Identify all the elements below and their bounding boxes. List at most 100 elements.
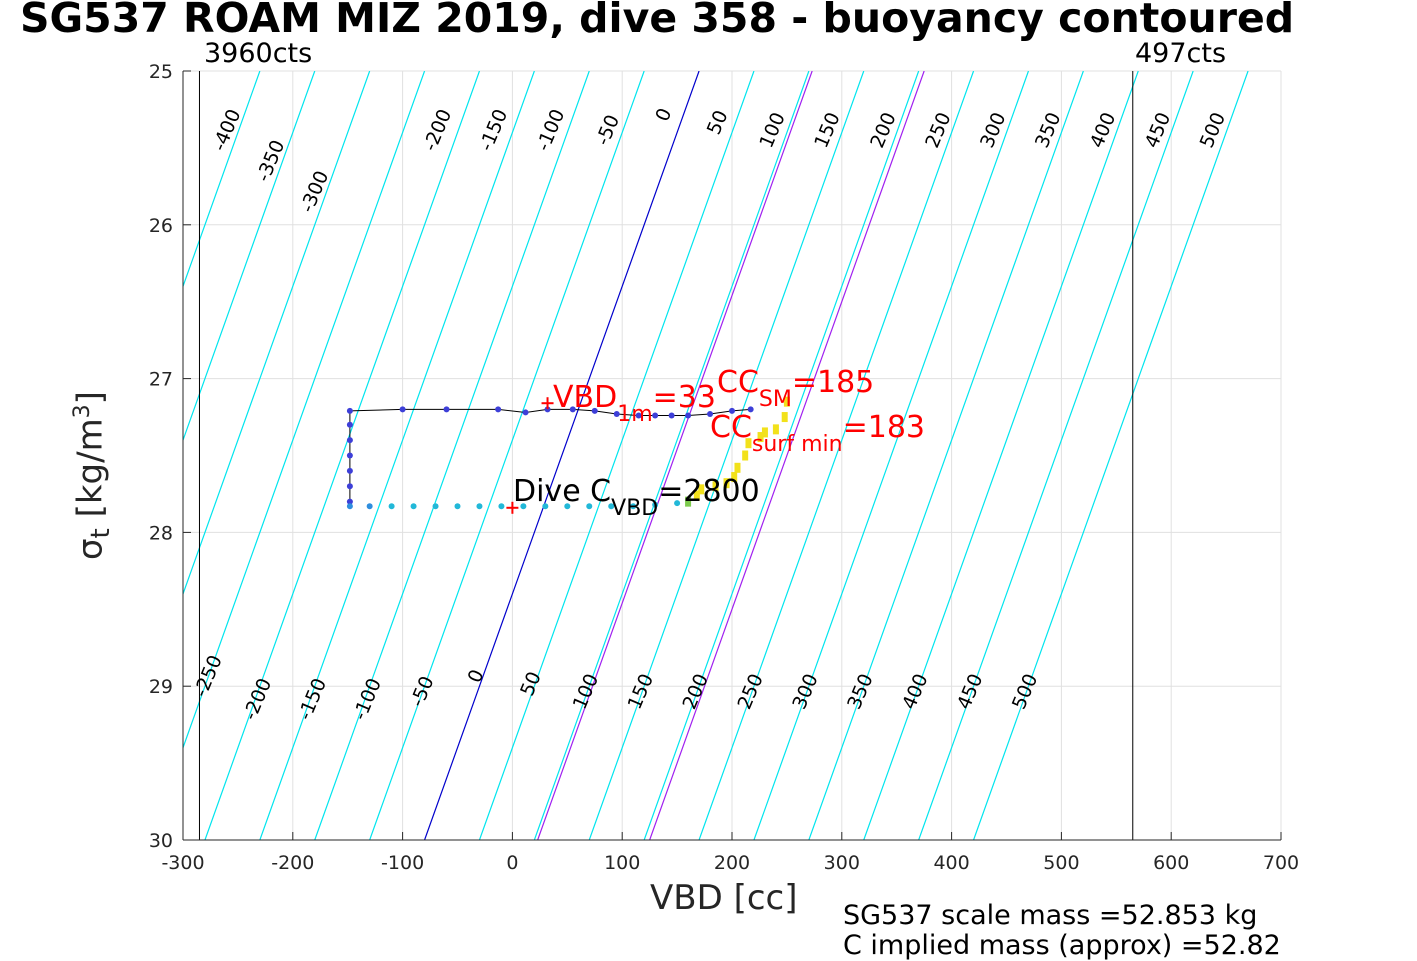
contour-line <box>183 71 316 442</box>
contour-line <box>808 71 1084 840</box>
contour-label-top: -300 <box>296 168 333 216</box>
climb-point <box>410 503 417 510</box>
dive-point <box>544 406 551 413</box>
contour-label-top: 350 <box>1031 109 1065 151</box>
contour-label-bottom: -150 <box>294 675 331 723</box>
x-tick-label: -300 <box>161 852 204 874</box>
dive-point <box>346 467 353 474</box>
contour-line <box>478 71 755 840</box>
contour-label-top: 500 <box>1196 109 1230 151</box>
x-tick-label: 600 <box>1153 852 1189 874</box>
contour-line <box>183 71 261 289</box>
axes: -300 -200 -100 0 100 200 300 400 500 600 700252627… <box>149 61 1299 874</box>
climb-point <box>564 503 571 510</box>
contour-label-top: 0 <box>651 105 676 125</box>
surface-point <box>761 427 768 438</box>
contour-label-bottom: 350 <box>843 671 877 713</box>
annotation-vbd-1m: VBD1m=33 <box>553 380 716 427</box>
dive-point <box>747 406 754 413</box>
climb-point <box>366 503 373 510</box>
buoyancy-contours <box>183 71 1249 840</box>
count-limit-right-label: 497cts <box>1135 38 1227 69</box>
contour-label-top: -50 <box>592 112 624 149</box>
climb-point <box>586 503 593 510</box>
contour-label-top: 50 <box>703 107 733 138</box>
climb-point <box>520 503 527 510</box>
surface-point <box>757 432 764 443</box>
contour-line <box>918 71 1194 840</box>
contour-label-bottom: -200 <box>239 675 276 723</box>
y-axis-label: σt [kg/m3] <box>70 391 117 560</box>
y-tick-label: 30 <box>149 830 173 852</box>
contour-label-bottom: -100 <box>349 675 386 723</box>
dive-point <box>399 406 406 413</box>
climb-point <box>498 503 505 510</box>
y-tick-label: 29 <box>149 676 173 698</box>
surface-point <box>783 396 790 407</box>
x-tick-label: 200 <box>714 852 750 874</box>
dive-point <box>652 412 659 419</box>
contour-label-top: 250 <box>921 109 955 151</box>
dive-point <box>346 437 353 444</box>
annotation-dive-c-vbd: Dive CVBD=2800 <box>513 474 760 521</box>
contour-line <box>643 71 920 840</box>
contour-line <box>753 71 1030 840</box>
x-tick-label: 0 <box>506 852 518 874</box>
surface-point <box>742 450 749 461</box>
dive-point <box>668 412 675 419</box>
footnote-scale-mass: SG537 scale mass =52.853 kg <box>843 900 1258 931</box>
surface-point <box>772 424 779 435</box>
dive-track-line <box>349 408 751 502</box>
chart-title: SG537 ROAM MIZ 2019, dive 358 - buoyancy… <box>20 0 1295 42</box>
contour-label-top: 100 <box>755 109 789 151</box>
dive-point <box>569 406 576 413</box>
contour-line <box>183 71 426 750</box>
climb-point <box>432 503 439 510</box>
contour-label-top: -350 <box>252 137 289 185</box>
contour-line <box>863 71 1139 840</box>
dive-point <box>346 498 353 505</box>
x-tick-label: -100 <box>381 852 424 874</box>
surface-point <box>685 496 692 507</box>
contour-label-top: -100 <box>532 106 569 154</box>
x-tick-label: 100 <box>604 852 640 874</box>
surface-point <box>781 412 788 423</box>
contour-label-bottom: 100 <box>569 671 603 713</box>
dive-point <box>346 483 353 490</box>
surface-point <box>731 472 738 483</box>
surface-point <box>745 438 752 449</box>
x-tick-label: 400 <box>933 852 969 874</box>
dive-point <box>613 410 620 417</box>
contour-label-bottom: 300 <box>788 671 822 713</box>
dive-point <box>685 412 692 419</box>
dive-point <box>729 407 735 414</box>
contour-label-top: 200 <box>866 109 900 151</box>
contour-label-top: -400 <box>208 106 245 154</box>
x-tick-label: 700 <box>1263 852 1299 874</box>
dive-point <box>522 409 529 416</box>
climb-point <box>674 500 681 507</box>
y-tick-label: 28 <box>149 522 173 544</box>
contour-line <box>972 71 1249 840</box>
contour-label-bottom: 250 <box>733 671 767 713</box>
dive-point <box>495 406 502 413</box>
dive-point <box>443 406 450 413</box>
y-tick-label: 26 <box>149 215 173 237</box>
x-tick-label: -200 <box>271 852 314 874</box>
grid <box>182 70 1282 841</box>
surface-point <box>712 481 719 492</box>
contour-label-bottom: 50 <box>516 668 546 699</box>
contour-line <box>183 71 371 596</box>
climb-point <box>346 503 353 510</box>
count-limits <box>198 71 1134 840</box>
contour-label-bottom: -50 <box>406 673 438 710</box>
footnote-implied-mass: C implied mass (approx) =52.82 <box>843 930 1281 961</box>
surface-point <box>723 478 730 489</box>
surface-point <box>698 484 705 495</box>
dive-point <box>346 407 353 414</box>
contour-label-bottom: 400 <box>898 671 932 713</box>
cc-contour-line <box>537 71 813 840</box>
climb-point <box>454 503 461 510</box>
dive-point <box>346 421 353 428</box>
contour-label-bottom: 150 <box>624 671 658 713</box>
